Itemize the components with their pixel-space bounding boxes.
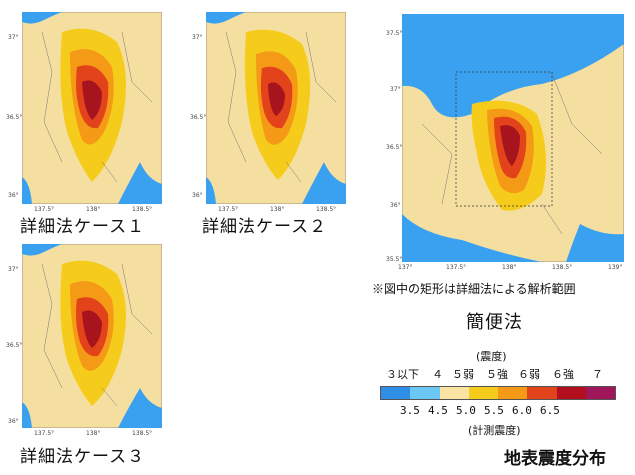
map-case1-image <box>22 12 162 204</box>
map-case2-xtick: 138° <box>270 206 285 213</box>
map-simple-ytick: 37° <box>390 86 401 93</box>
legend-swatch <box>468 387 498 399</box>
map-case2-ytick: 36° <box>192 192 203 199</box>
map-case2-xtick: 138.5° <box>316 206 337 213</box>
map-case1-xtick: 138° <box>86 206 101 213</box>
legend-bottom-value: 5.5 <box>484 404 504 417</box>
map-case3-caption: 詳細法ケース３ <box>20 447 146 467</box>
legend-bottom-value: 6.0 <box>512 404 532 417</box>
legend-top-value: ６強 <box>552 368 574 381</box>
legend-swatch <box>439 387 469 399</box>
legend-bottom-value: 6.5 <box>540 404 560 417</box>
map-case1-caption: 詳細法ケース１ <box>20 217 146 237</box>
map-simple-ytick: 36.5° <box>386 144 403 151</box>
map-case1-xtick: 137.5° <box>34 206 55 213</box>
map-case1-ytick: 36.5° <box>6 114 23 121</box>
legend-top-value: ３以下 <box>386 368 419 381</box>
map-case2-caption: 詳細法ケース２ <box>202 217 328 237</box>
map-simple-xtick: 138° <box>502 264 517 271</box>
legend-top-value: ６弱 <box>518 368 540 381</box>
map-simple-xtick: 138.5° <box>552 264 573 271</box>
map-simple-ytick: 37.5° <box>386 30 403 37</box>
legend-swatch <box>498 387 528 399</box>
map-case3-ytick: 36° <box>8 418 19 425</box>
map-case3-ytick: 37° <box>8 266 19 273</box>
map-case3-xtick: 138.5° <box>132 430 153 437</box>
map-case1: 37° 36.5° 36° 137.5° 138° 138.5° <box>6 12 162 213</box>
map-simple-ytick: 35.5° <box>386 256 403 263</box>
map-case2-image <box>206 12 346 204</box>
legend-swatch <box>527 387 557 399</box>
legend-swatch <box>381 387 411 399</box>
map-simple-xtick: 137° <box>398 264 413 271</box>
map-case3-xtick: 138° <box>86 430 101 437</box>
map-case3-image <box>22 244 162 428</box>
simple-note: ※図中の矩形は詳細法による解析範囲 <box>372 282 576 296</box>
map-case2: 37° 36.5° 36° 137.5° 138° 138.5° <box>190 12 346 213</box>
legend-color-bar <box>380 386 616 400</box>
legend-bottom-value: 4.5 <box>428 404 448 417</box>
legend-top-value: ７ <box>592 368 603 381</box>
legend-swatch <box>556 387 586 399</box>
figure-title: 地表震度分布 <box>504 449 606 469</box>
map-simple-ytick: 36° <box>390 202 401 209</box>
legend-swatch <box>585 387 615 399</box>
legend-top-label: (震度) <box>476 350 507 363</box>
map-case3-ytick: 36.5° <box>6 342 23 349</box>
map-case1-ytick: 36° <box>8 192 19 199</box>
legend-top-value: ５弱 <box>452 368 474 381</box>
map-case3: 37° 36.5° 36° 137.5° 138° 138.5° <box>6 244 162 437</box>
legend-bottom-label: (計測震度) <box>468 424 521 437</box>
legend-top-value: ５強 <box>486 368 508 381</box>
map-case2-xtick: 137.5° <box>218 206 239 213</box>
legend-swatch <box>410 387 440 399</box>
map-case2-ytick: 36.5° <box>190 114 207 121</box>
map-simple: 37.5° 37° 36.5° 36° 35.5° 137° 137.5° 13… <box>386 14 624 271</box>
legend-bottom-value: 3.5 <box>400 404 420 417</box>
legend-bottom-value: 5.0 <box>456 404 476 417</box>
map-simple-xtick: 139° <box>608 264 623 271</box>
map-case1-ytick: 37° <box>8 34 19 41</box>
map-case1-xtick: 138.5° <box>132 206 153 213</box>
map-case3-xtick: 137.5° <box>34 430 55 437</box>
map-simple-image <box>402 14 624 262</box>
simple-title: 簡便法 <box>466 312 523 333</box>
map-case2-ytick: 37° <box>192 34 203 41</box>
map-simple-xtick: 137.5° <box>446 264 467 271</box>
legend-top-value: ４ <box>432 368 443 381</box>
